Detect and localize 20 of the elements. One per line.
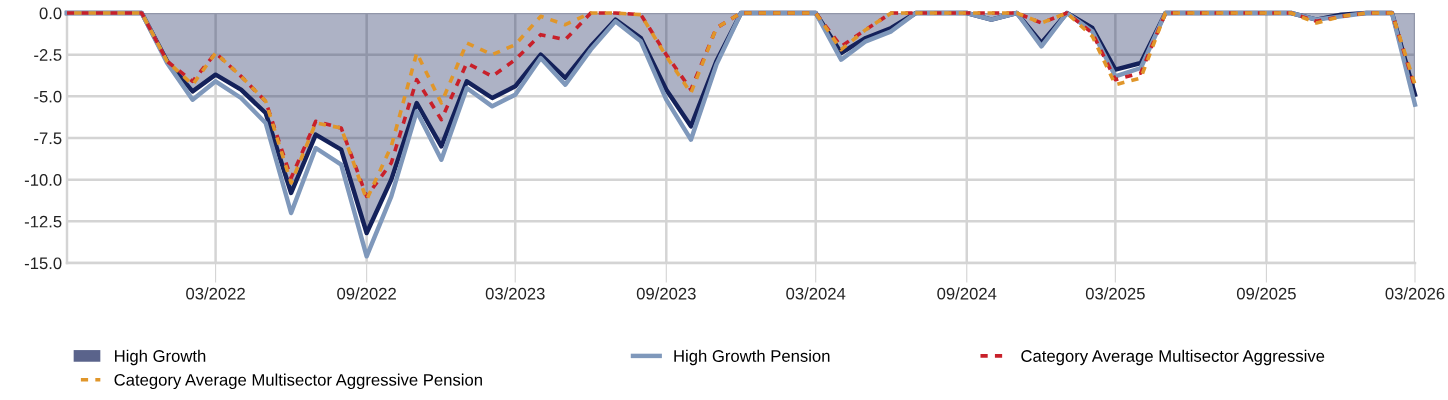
legend-label: Category Average Multisector Aggressive Pension <box>114 373 482 390</box>
y-tick-label: -12.5 <box>24 215 62 228</box>
y-tick-label: -7.5 <box>34 132 62 145</box>
x-tick-label: 03/2024 <box>786 287 846 300</box>
x-tick-label: 09/2024 <box>937 287 997 300</box>
legend-label: Category Average Multisector Aggressive <box>1021 349 1325 366</box>
x-tick-label: 03/2026 <box>1385 287 1445 300</box>
y-tick-label: 0.0 <box>39 7 62 20</box>
x-tick-label: 03/2022 <box>186 287 245 300</box>
y-tick-label: -10.0 <box>24 174 62 186</box>
x-tick-label: 03/2025 <box>1085 287 1145 300</box>
x-tick-label: 09/2023 <box>636 287 696 300</box>
y-tick-label: -5.0 <box>34 90 62 103</box>
y-tick-label: -2.5 <box>34 49 62 61</box>
legend-label: High Growth Pension <box>674 349 830 366</box>
legend-label: High Growth <box>115 349 206 366</box>
y-tick-label: -15.0 <box>24 257 62 270</box>
x-tick-label: 09/2022 <box>337 287 396 300</box>
x-tick-label: 03/2023 <box>485 287 545 300</box>
x-tick-label: 09/2025 <box>1236 287 1296 300</box>
